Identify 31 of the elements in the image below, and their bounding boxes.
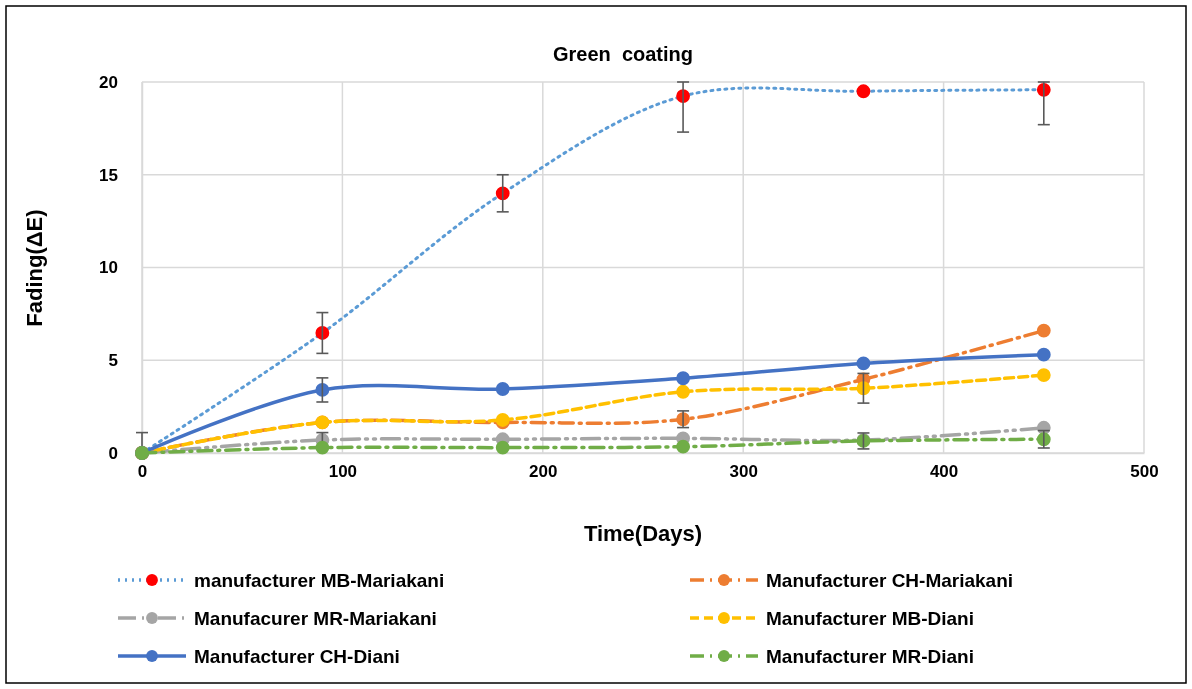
x-axis-title: Time(Days) (583, 521, 703, 546)
x-tick-label: 300 (729, 462, 758, 482)
y-tick-label: 15 (99, 165, 118, 185)
point (315, 440, 330, 455)
y-axis-title: Fading(ΔE) (22, 209, 47, 327)
y-tick-label: 0 (108, 443, 118, 463)
point (676, 371, 690, 386)
legend-label: Manufacurer MR-Mariakani (194, 608, 437, 629)
point (676, 439, 690, 454)
y-tick-label: 10 (99, 258, 118, 278)
point (1036, 368, 1051, 382)
legend-label: Manufacturer MB-Diani (766, 608, 974, 629)
y-tick-label: 5 (108, 351, 118, 371)
point (676, 384, 690, 399)
point (856, 84, 871, 99)
x-tick-label: 500 (1130, 462, 1159, 482)
legend-label: Manufacturer MR-Diani (766, 646, 974, 667)
legend-label: Manufacturer CH-Diani (194, 646, 400, 667)
x-tick-label: 400 (929, 462, 959, 482)
legend-label: manufacturer MB-Mariakani (194, 570, 445, 591)
point (495, 382, 510, 396)
x-tick-label: 100 (328, 462, 358, 482)
x-tick-label: 200 (529, 462, 558, 482)
point (495, 440, 510, 455)
point (1036, 347, 1051, 362)
legend-label: Manufacturer CH-Mariakani (766, 570, 1014, 591)
point (856, 356, 871, 371)
chart-title: Green coating (552, 43, 694, 65)
point (1036, 323, 1051, 338)
y-tick-label: 20 (99, 72, 118, 92)
x-tick-label: 0 (137, 462, 148, 482)
